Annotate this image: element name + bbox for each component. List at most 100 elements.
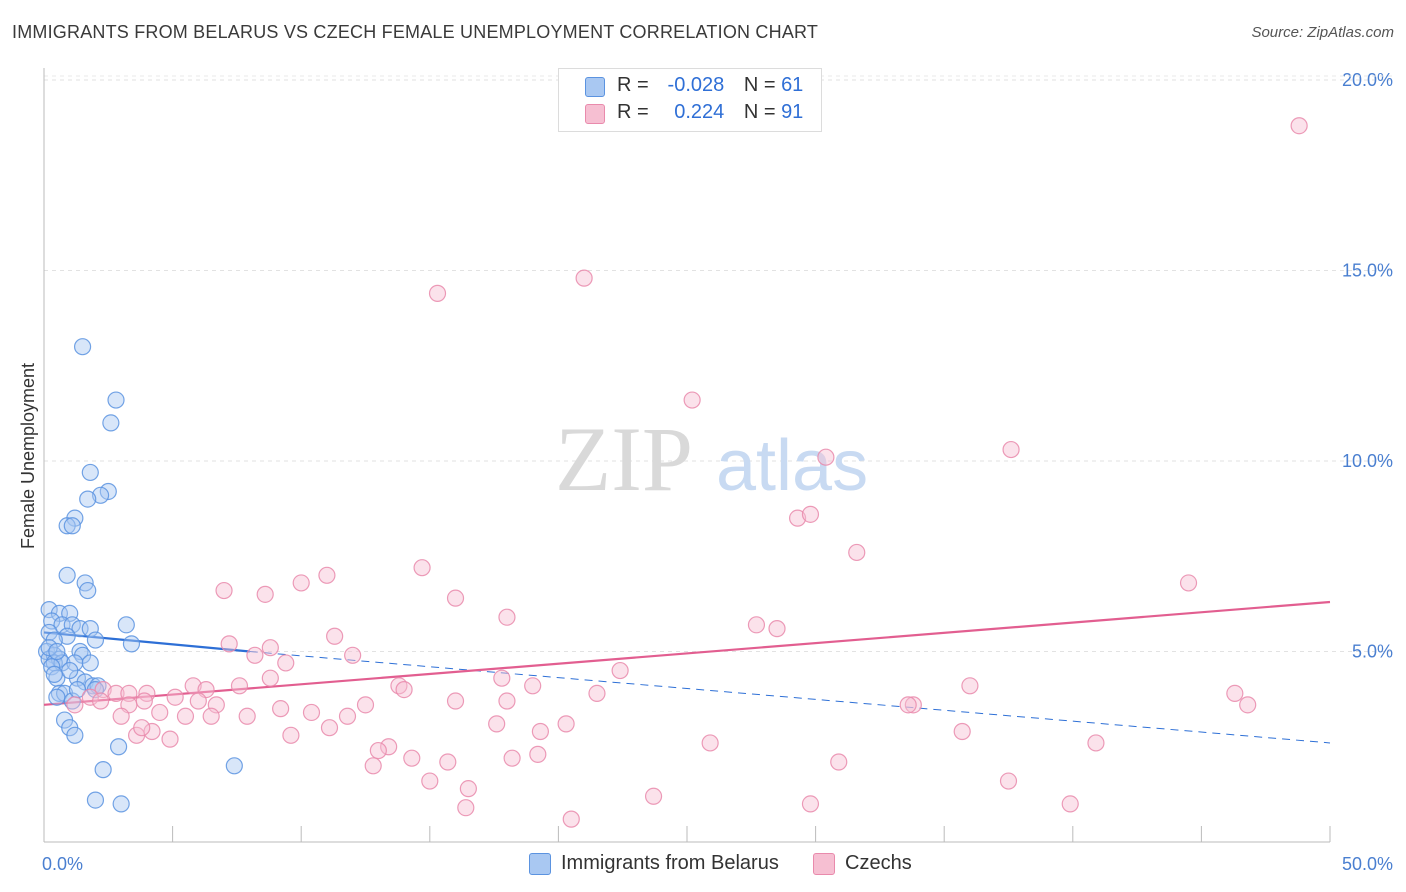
- czechs-point: [230, 677, 249, 695]
- belarus-point: [58, 517, 76, 535]
- belarus-point: [79, 581, 97, 600]
- legend-r-value: 0.224: [668, 101, 725, 123]
- belarus-point: [81, 654, 99, 672]
- czechs-point: [1290, 117, 1308, 135]
- czechs-point: [830, 753, 848, 771]
- belarus-trend-extension: [249, 651, 1331, 744]
- legend-swatch-blue: [529, 853, 551, 875]
- czechs-point: [788, 509, 807, 527]
- czechs-point: [701, 734, 719, 752]
- czechs-point: [261, 669, 279, 687]
- czechs-point: [318, 566, 336, 584]
- belarus-point: [86, 791, 105, 809]
- czechs-point: [1239, 696, 1257, 714]
- czechs-point: [326, 627, 344, 645]
- legend-label-czechs: Czechs: [845, 852, 912, 874]
- czechs-point: [143, 722, 161, 741]
- belarus-point: [117, 616, 135, 634]
- czechs-point: [575, 269, 593, 287]
- czechs-point: [801, 795, 820, 813]
- czechs-point: [421, 772, 439, 790]
- y-axis-label: Female Unemployment: [18, 363, 38, 549]
- czechs-point: [395, 680, 413, 699]
- czechs-point: [493, 669, 511, 687]
- czechs-point: [176, 707, 195, 725]
- belarus-point: [102, 414, 120, 432]
- czechs-point: [292, 574, 310, 592]
- legend-swatch-blue: [585, 77, 605, 97]
- czechs-point: [644, 787, 663, 805]
- legend-n-value: 61: [781, 74, 804, 96]
- belarus-point: [86, 631, 105, 649]
- belarus-point: [94, 761, 112, 779]
- czechs-point: [498, 608, 516, 626]
- belarus-point: [225, 757, 243, 775]
- czechs-point: [189, 692, 207, 710]
- chart-title: IMMIGRANTS FROM BELARUS VS CZECH FEMALE …: [12, 22, 819, 42]
- czechs-point: [531, 722, 549, 741]
- czechs-point: [503, 749, 521, 767]
- czechs-point: [801, 505, 820, 523]
- belarus-point: [112, 795, 130, 813]
- czechs-point: [529, 745, 547, 763]
- legend-n-label: N =: [743, 74, 776, 96]
- czechs-point: [848, 543, 866, 562]
- czechs-point: [428, 284, 447, 302]
- data-points: [37, 117, 1308, 828]
- belarus-point: [61, 661, 79, 680]
- belarus-point: [66, 726, 84, 744]
- belarus-point: [58, 566, 76, 584]
- legend-swatch-pink: [585, 104, 605, 124]
- legend-n-label: N =: [743, 101, 776, 123]
- belarus-point: [122, 635, 141, 653]
- czechs-point: [403, 749, 421, 767]
- czechs-point: [135, 692, 153, 710]
- czechs-point: [1087, 734, 1105, 752]
- czechs-point: [439, 753, 457, 771]
- czechs-point: [380, 738, 398, 756]
- legend-n-value: 91: [781, 101, 804, 123]
- belarus-point: [40, 639, 58, 657]
- belarus-point: [91, 486, 110, 504]
- czechs-point: [184, 677, 202, 695]
- correlation-legend: R = -0.028 N = 61 R = 0.224 N = 91: [558, 68, 822, 132]
- y-tick-label: 20.0%: [1342, 70, 1393, 90]
- czechs-point: [498, 692, 516, 710]
- czechs-point: [1226, 684, 1244, 703]
- czechs-point: [272, 700, 290, 718]
- czechs-point: [369, 741, 387, 760]
- x-tick-label-min: 0.0%: [42, 854, 83, 874]
- czechs-point: [238, 707, 256, 725]
- watermark-atlas: atlas: [716, 426, 868, 506]
- czechs-point: [446, 692, 465, 710]
- legend-r-value: -0.028: [667, 74, 725, 96]
- czechs-point: [953, 722, 971, 741]
- belarus-point: [48, 688, 66, 706]
- czechs-point: [999, 772, 1018, 790]
- legend-r-label: R =: [617, 101, 649, 123]
- czechs-point: [320, 719, 339, 737]
- czechs-trend-line: [43, 600, 1331, 706]
- czechs-point: [557, 715, 575, 733]
- czechs-point: [261, 639, 279, 657]
- czechs-point: [107, 684, 125, 703]
- czechs-point: [112, 707, 130, 725]
- x-tick-label-max: 50.0%: [1342, 854, 1393, 874]
- czechs-point: [302, 703, 321, 722]
- czechs-point: [611, 661, 629, 680]
- watermark-zip: ZIP: [555, 408, 693, 510]
- czechs-point: [459, 780, 477, 798]
- czechs-point: [817, 448, 835, 466]
- czechs-point: [899, 696, 917, 714]
- czechs-point: [413, 559, 431, 577]
- belarus-point: [63, 517, 81, 535]
- czechs-point: [904, 696, 922, 714]
- axes: [43, 68, 1331, 843]
- czechs-point: [246, 646, 264, 664]
- belarus-point: [109, 738, 128, 756]
- trend-lines: [43, 600, 1331, 744]
- czechs-point: [256, 585, 274, 603]
- czechs-point: [344, 646, 362, 664]
- belarus-point: [73, 338, 92, 356]
- czechs-point: [215, 581, 233, 600]
